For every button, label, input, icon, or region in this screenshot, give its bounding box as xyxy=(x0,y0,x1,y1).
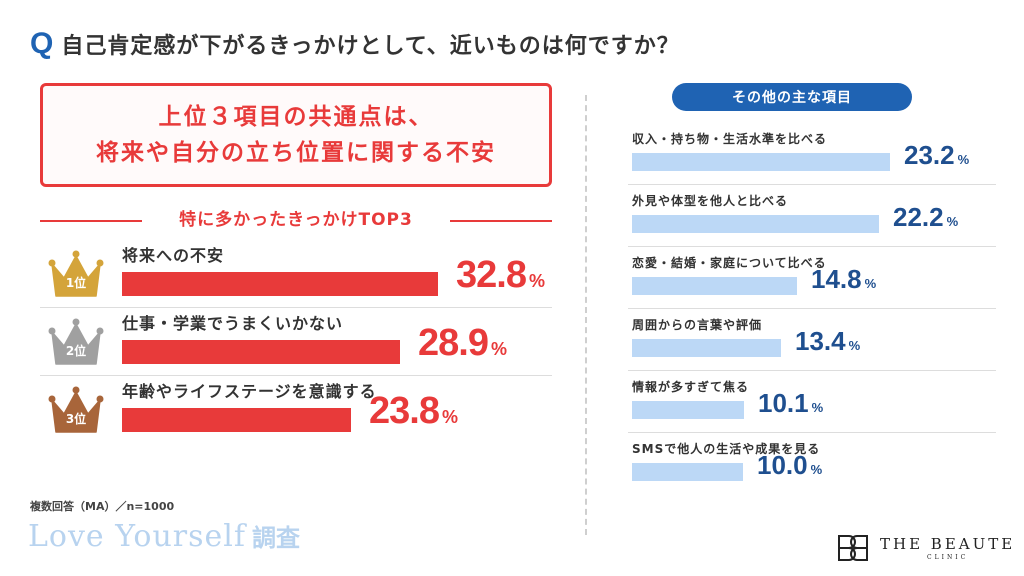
other-value: 10.1% xyxy=(758,388,823,419)
row-divider xyxy=(628,432,996,433)
crown-icon: 1位 xyxy=(46,244,106,304)
other-row: SMSで他人の生活や成果を見る 10.0% xyxy=(628,436,996,496)
other-value-unit: % xyxy=(810,462,823,477)
rank-value: 32.8% xyxy=(456,254,545,297)
row-divider xyxy=(628,308,996,309)
section-divider xyxy=(585,95,587,535)
other-label: 情報が多すぎて焦る xyxy=(632,380,750,394)
other-label: 恋愛・結婚・家庭について比べる xyxy=(632,256,827,270)
other-value-unit: % xyxy=(848,338,861,353)
other-value-number: 23.2 xyxy=(904,140,955,170)
other-bar xyxy=(632,339,781,357)
rank-row: 1位 将来への不安 32.8% xyxy=(40,240,552,308)
other-value-unit: % xyxy=(946,214,959,229)
rank-number: 3位 xyxy=(65,412,87,426)
row-divider xyxy=(40,375,552,376)
crown-icon: 2位 xyxy=(46,312,106,372)
other-row: 周囲からの言葉や評価 13.4% xyxy=(628,312,996,372)
rank-value: 23.8% xyxy=(369,390,458,433)
summary-line-1: 上位３項目の共通点は、 xyxy=(158,104,434,130)
other-label: 収入・持ち物・生活水準を比べる xyxy=(632,132,828,146)
other-value-unit: % xyxy=(811,400,824,415)
top3-heading-text: 特に多かったきっかけTOP3 xyxy=(179,210,413,230)
brand-name: THE BEAUTE xyxy=(880,535,1016,553)
other-row: 外見や体型を他人と比べる 22.2% xyxy=(628,188,996,248)
rank-number: 1位 xyxy=(65,276,87,290)
rank-label: 将来への不安 xyxy=(122,246,225,265)
top3-heading: 特に多かったきっかけTOP3 xyxy=(40,208,552,232)
other-value-number: 14.8 xyxy=(811,264,862,294)
other-value: 22.2% xyxy=(893,202,958,233)
rank-bar xyxy=(122,408,351,432)
other-value-unit: % xyxy=(957,152,970,167)
other-value-number: 13.4 xyxy=(795,326,846,356)
other-label: 外見や体型を他人と比べる xyxy=(632,194,789,208)
rank-label: 年齢やライフステージを意識する xyxy=(122,382,377,401)
rank-value-unit: % xyxy=(441,407,458,427)
other-value: 23.2% xyxy=(904,140,969,171)
other-row: 収入・持ち物・生活水準を比べる 23.2% xyxy=(628,126,996,186)
q-mark: Q xyxy=(30,27,54,60)
other-bar xyxy=(632,153,890,171)
survey-name-logo: Love Yourself 調査 xyxy=(28,518,300,558)
footnote: 複数回答（MA）／n=1000 xyxy=(30,500,175,513)
rank-value: 28.9% xyxy=(418,322,507,365)
question-text: 自己肯定感が下がるきっかけとして、近いものは何ですか？ xyxy=(61,34,680,59)
other-bar xyxy=(632,463,743,481)
rank-label: 仕事・学業でうまくいかない xyxy=(122,314,344,333)
page-title: Q 自己肯定感が下がるきっかけとして、近いものは何ですか？ xyxy=(30,26,680,62)
brand-logo: THE BEAUTE CLINIC xyxy=(836,530,1015,566)
row-divider xyxy=(40,307,552,308)
summary-line-2: 将来や自分の立ち位置に関する不安 xyxy=(96,140,496,166)
others-title: その他の主な項目 xyxy=(672,83,912,111)
other-value: 10.0% xyxy=(757,450,822,481)
other-value: 14.8% xyxy=(811,264,876,295)
rank-row: 2位 仕事・学業でうまくいかない 28.9% xyxy=(40,308,552,376)
row-divider xyxy=(628,184,996,185)
rank-bar xyxy=(122,272,438,296)
other-bar xyxy=(632,277,797,295)
other-label: 周囲からの言葉や評価 xyxy=(632,318,763,332)
other-value-number: 22.2 xyxy=(893,202,944,232)
other-bar xyxy=(632,215,879,233)
rank-value-unit: % xyxy=(490,339,507,359)
survey-name-en: Love Yourself xyxy=(28,519,246,554)
summary-box: 上位３項目の共通点は、 将来や自分の立ち位置に関する不安 xyxy=(40,83,552,187)
other-row: 恋愛・結婚・家庭について比べる 14.8% xyxy=(628,250,996,310)
row-divider xyxy=(628,370,996,371)
brand-mark-icon xyxy=(838,535,868,561)
other-label: SMSで他人の生活や成果を見る xyxy=(632,442,821,456)
other-bar xyxy=(632,401,744,419)
rank-number: 2位 xyxy=(65,344,87,358)
rank-value-unit: % xyxy=(528,271,545,291)
rank-bar xyxy=(122,340,400,364)
heading-rule-left xyxy=(40,220,142,222)
survey-name-jp: 調査 xyxy=(252,524,300,552)
row-divider xyxy=(628,246,996,247)
crown-icon: 3位 xyxy=(46,380,106,440)
other-value-number: 10.0 xyxy=(757,450,808,480)
brand-sub: CLINIC xyxy=(927,554,969,561)
rank-row: 3位 年齢やライフステージを意識する 23.8% xyxy=(40,376,552,444)
other-value: 13.4% xyxy=(795,326,860,357)
rank-value-number: 23.8 xyxy=(369,390,440,432)
other-value-number: 10.1 xyxy=(758,388,809,418)
other-row: 情報が多すぎて焦る 10.1% xyxy=(628,374,996,434)
rank-value-number: 28.9 xyxy=(418,322,489,364)
rank-value-number: 32.8 xyxy=(456,254,527,296)
other-value-unit: % xyxy=(864,276,877,291)
heading-rule-right xyxy=(450,220,552,222)
